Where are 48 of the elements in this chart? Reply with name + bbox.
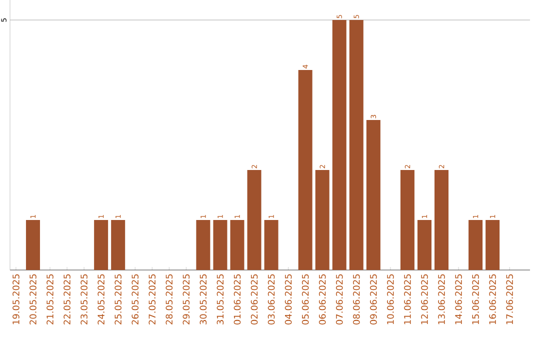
x-tick-label: 12.06.2025 [421, 274, 428, 324]
bar [196, 220, 210, 270]
bar [315, 170, 330, 270]
x-tick-label: 11.06.2025 [404, 274, 411, 324]
x-tick-label: 08.06.2025 [352, 274, 360, 324]
bar [486, 220, 500, 270]
x-tick-label: 15.06.2025 [472, 274, 479, 324]
x-tick-label: 03.06.2025 [268, 274, 275, 324]
bar [94, 220, 108, 270]
bar [366, 120, 380, 270]
bar [434, 170, 448, 270]
bar [417, 220, 432, 270]
x-tick-label: 30.05.2025 [200, 274, 207, 324]
x-tick-label: 19.05.2025 [12, 274, 20, 324]
x-tick-label: 22.05.2025 [64, 274, 70, 324]
bar [230, 220, 244, 270]
x-tick-label: 05.06.2025 [302, 274, 309, 324]
bar [349, 20, 364, 270]
bar [111, 220, 126, 270]
bar [247, 170, 262, 270]
x-tick-label: 29.05.2025 [182, 274, 190, 324]
x-tick-label: 13.06.2025 [438, 274, 445, 324]
x-tick-label: 25.05.2025 [114, 274, 122, 324]
x-tick-label: 09.06.2025 [370, 274, 377, 324]
bar [298, 70, 312, 270]
x-tick-label: 20.05.2025 [30, 274, 36, 324]
x-tick-label: 31.05.2025 [216, 274, 224, 324]
x-tick-label: 16.06.2025 [489, 274, 496, 324]
x-tick-label: 01.06.2025 [234, 274, 241, 324]
x-tick-label: 27.05.2025 [148, 274, 156, 324]
x-tick-label: 06.06.2025 [318, 274, 326, 324]
x-tick-label: 07.06.2025 [336, 274, 343, 324]
x-tick-label: 21.05.2025 [46, 274, 54, 324]
x-tick-label: 23.05.2025 [80, 274, 88, 324]
bar [468, 220, 483, 270]
x-tick-label: 02.06.2025 [250, 274, 258, 324]
bar [213, 220, 228, 270]
x-tick-label: 04.06.2025 [284, 274, 292, 324]
x-tick-label: 26.05.2025 [132, 274, 139, 324]
bar [26, 220, 40, 270]
x-tick-label: 24.05.2025 [98, 274, 104, 324]
bar [264, 220, 278, 270]
x-tick-label: 14.06.2025 [455, 274, 462, 324]
bar [400, 170, 414, 270]
bar [332, 20, 346, 270]
x-tick-label: 28.05.2025 [166, 274, 173, 324]
x-tick-label: 17.06.2025 [506, 274, 513, 324]
x-tick-label: 10.06.2025 [387, 274, 394, 324]
